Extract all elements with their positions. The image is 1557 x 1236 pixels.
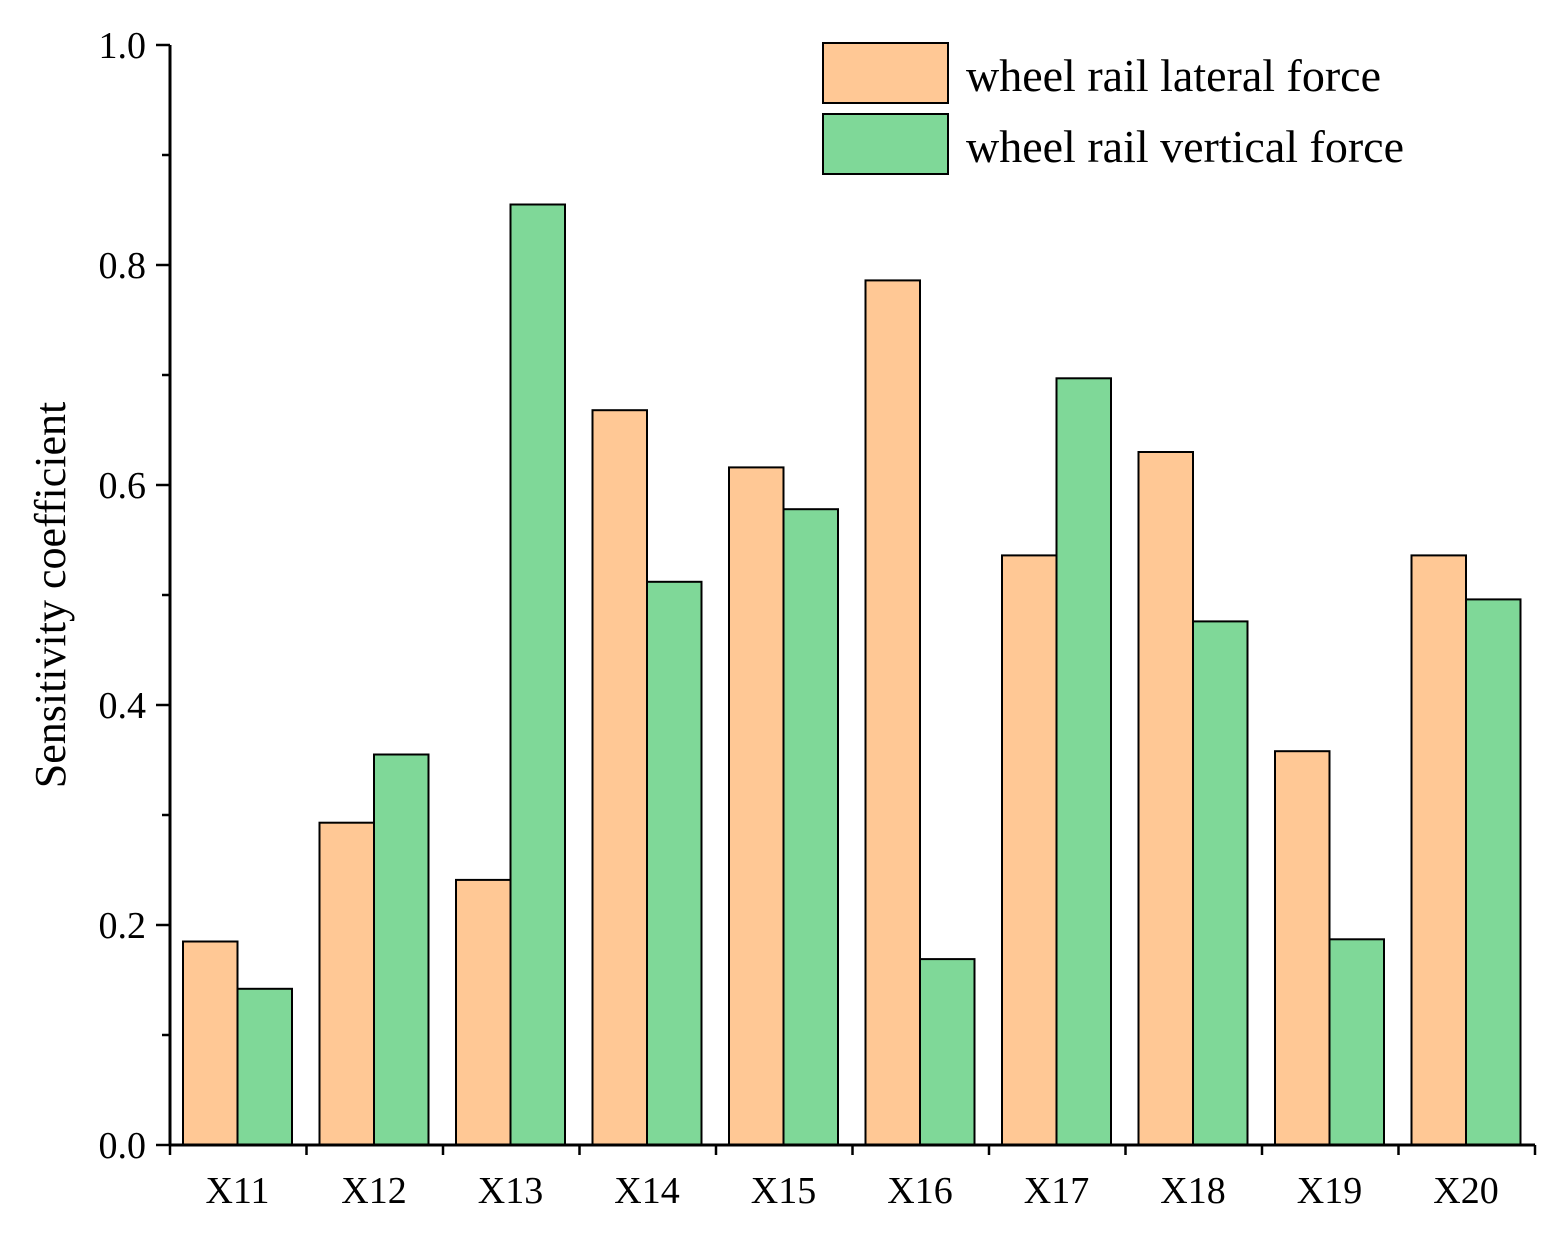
x-tick-label-x15: X15 bbox=[751, 1170, 816, 1212]
axes-layer bbox=[156, 43, 1537, 1155]
y-tick-labels: 0.0 0.2 0.4 0.6 0.8 1.0 bbox=[99, 25, 147, 1167]
bar-x16-series-0 bbox=[864, 279, 921, 1146]
bar-x17-series-0 bbox=[1001, 554, 1058, 1146]
x-tick-label-x11: X11 bbox=[205, 1170, 269, 1212]
y-tick-label: 0.6 bbox=[99, 465, 147, 507]
y-tick-label: 0.2 bbox=[99, 905, 147, 947]
legend-swatch-vertical bbox=[822, 113, 949, 175]
y-tick-label: 0.4 bbox=[99, 685, 147, 727]
bar-x16-series-1 bbox=[919, 958, 976, 1146]
bar-x18-series-1 bbox=[1192, 620, 1249, 1146]
x-tick-label-x13: X13 bbox=[478, 1170, 543, 1212]
bar-x14-series-1 bbox=[646, 580, 703, 1146]
x-tick-label-x19: X19 bbox=[1297, 1170, 1362, 1212]
x-tick-label-x17: X17 bbox=[1024, 1170, 1089, 1212]
x-tick-label-x18: X18 bbox=[1160, 1170, 1225, 1212]
bar-x12-series-1 bbox=[373, 753, 430, 1146]
x-tick-label-x20: X20 bbox=[1433, 1170, 1498, 1212]
bar-x20-series-0 bbox=[1410, 554, 1467, 1146]
bar-x15-series-1 bbox=[782, 508, 839, 1146]
y-tick-label: 1.0 bbox=[99, 25, 147, 67]
bar-x14-series-0 bbox=[591, 409, 648, 1146]
bar-x18-series-0 bbox=[1137, 451, 1194, 1146]
bars-layer bbox=[182, 203, 1522, 1147]
bar-x13-series-1 bbox=[509, 203, 566, 1146]
legend-label-vertical: wheel rail vertical force bbox=[966, 121, 1404, 172]
bar-x15-series-0 bbox=[728, 466, 785, 1146]
bar-x19-series-1 bbox=[1328, 938, 1385, 1146]
y-axis-title: Sensitivity coefficient bbox=[26, 402, 75, 789]
legend: wheel rail lateral force wheel rail vert… bbox=[822, 42, 1404, 175]
bar-x13-series-0 bbox=[455, 878, 512, 1147]
x-tick-label-x14: X14 bbox=[614, 1170, 679, 1212]
bar-x17-series-1 bbox=[1055, 377, 1112, 1146]
legend-label-lateral: wheel rail lateral force bbox=[966, 50, 1381, 101]
bar-x20-series-1 bbox=[1465, 598, 1522, 1146]
x-tick-label-x12: X12 bbox=[341, 1170, 406, 1212]
legend-swatch-lateral bbox=[822, 42, 949, 104]
x-tick-label-x16: X16 bbox=[887, 1170, 952, 1212]
x-tick-labels: X11 X12 X13 X14 X15 X16 X17 X18 X19 X20 bbox=[205, 1170, 1498, 1212]
bar-x12-series-0 bbox=[318, 821, 375, 1146]
bar-x11-series-0 bbox=[182, 940, 239, 1146]
y-tick-label: 0.8 bbox=[99, 245, 147, 287]
bar-x11-series-1 bbox=[236, 987, 293, 1146]
y-tick-label: 0.0 bbox=[99, 1125, 147, 1167]
bar-x19-series-0 bbox=[1274, 750, 1331, 1146]
